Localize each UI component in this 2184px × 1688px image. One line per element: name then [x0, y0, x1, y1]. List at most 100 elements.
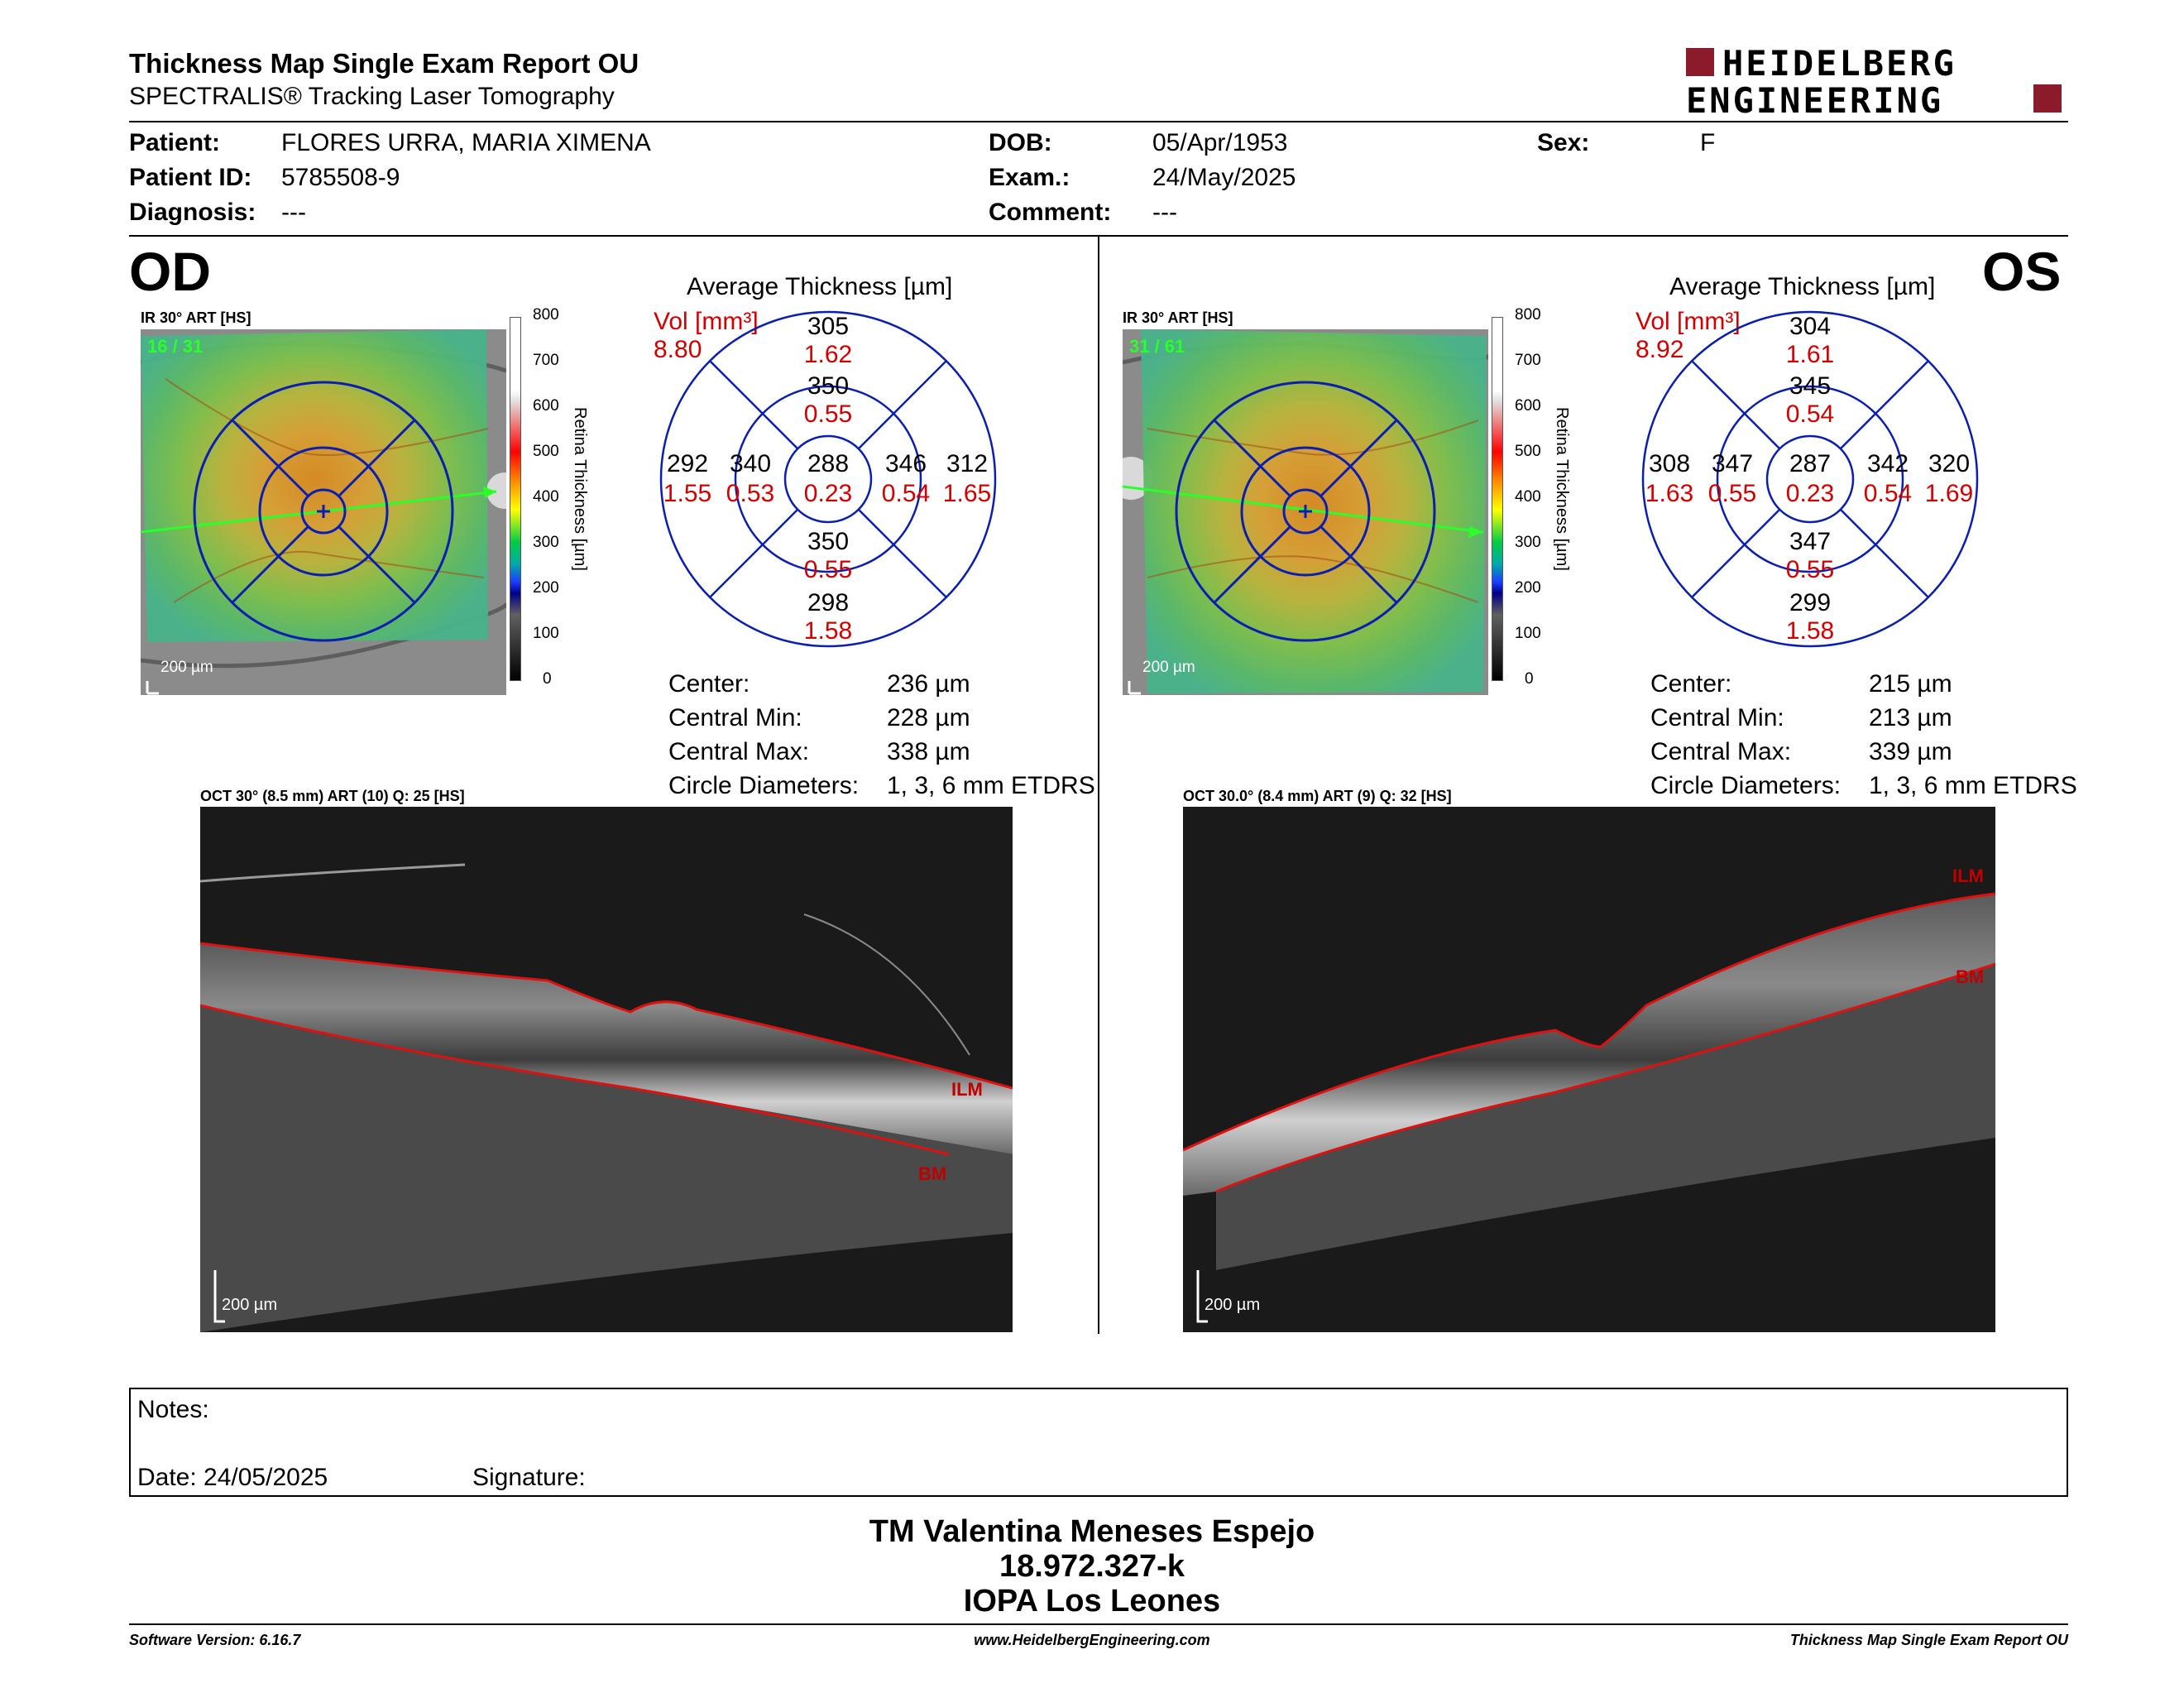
od-center: 288 [807, 450, 850, 477]
od-nas-out: 312 [946, 450, 989, 477]
footer-report: Thickness Map Single Exam Report OU [1789, 1632, 2068, 1648]
od-inf-in: 350 [807, 528, 850, 555]
os-min-value: 213 µm [1869, 704, 1952, 731]
tick-label: 200 [533, 579, 559, 597]
diagnosis-value: --- [281, 199, 306, 226]
vol-label-os: Vol [mm³] [1636, 308, 1741, 335]
dob-label: DOB: [989, 129, 1052, 156]
od-sup-in: 350 [807, 372, 850, 400]
oct-scale-od: 200 µm [222, 1296, 278, 1314]
od-temp-out-vol: 1.55 [663, 480, 712, 507]
fundus-scale-os: 200 µm [1142, 659, 1195, 676]
od-temp-in: 340 [729, 450, 772, 477]
colorbar-os [1492, 317, 1503, 681]
fundus-title-od: IR 30° ART [HS] [141, 309, 251, 327]
os-center: 287 [1789, 450, 1832, 477]
patient-id-label: Patient ID: [129, 164, 252, 191]
od-nas-in: 346 [884, 450, 927, 477]
od-inf-out: 298 [807, 589, 850, 616]
os-center-vol: 0.23 [1785, 480, 1835, 507]
colorbar-ticks-od: 800 700 600 500 400 300 200 100 0 [526, 306, 559, 695]
tick-label: 0 [543, 670, 552, 688]
notes-box[interactable]: Notes: Date: 24/05/2025 Signature: [129, 1388, 2068, 1497]
oct-ilm-label-od: ILM [951, 1079, 983, 1100]
tick-label: 700 [1515, 352, 1541, 369]
od-center-value: 236 µm [887, 670, 970, 698]
oct-label-os: OCT 30.0° (8.4 mm) ART (9) Q: 32 [HS] [1183, 788, 1452, 804]
tick-label: 800 [533, 306, 559, 324]
tick-label: 500 [533, 443, 559, 460]
sex-value: F [1700, 129, 1716, 156]
os-sup-in-vol: 0.54 [1785, 400, 1835, 428]
tick-label: 0 [1525, 670, 1534, 688]
os-max-value: 339 µm [1869, 738, 1952, 765]
od-sup-out-vol: 1.62 [803, 341, 853, 368]
od-sup-in-vol: 0.55 [803, 400, 853, 428]
os-circ-label: Circle Diameters: [1650, 772, 1842, 799]
od-inf-in-vol: 0.55 [803, 556, 853, 583]
os-temp-out-vol: 1.63 [1645, 480, 1694, 507]
os-center-label: Center: [1650, 670, 1732, 698]
etdrs-grid-od [659, 309, 998, 649]
tick-label: 500 [1515, 443, 1541, 460]
report-title: Thickness Map Single Exam Report OU [129, 48, 639, 79]
tick-label: 100 [1515, 625, 1541, 642]
brand-line2: ENGINEERING [1686, 80, 1943, 116]
avg-title-os: Average Thickness [µm] [1669, 273, 1936, 300]
brand-line1: HEIDELBERG [1722, 46, 1956, 84]
colorbar-title-os: Retina Thickness [µm] [1553, 407, 1571, 571]
oct-bm-label-od: BM [918, 1163, 947, 1184]
signer-name: TM Valentina Meneses Espejo [869, 1514, 1315, 1549]
colorbar-title-od: Retina Thickness [µm] [571, 407, 589, 571]
os-nas-in-vol: 0.54 [1863, 480, 1913, 507]
footer-website[interactable]: www.HeidelbergEngineering.com [974, 1632, 1210, 1648]
od-circ-label: Circle Diameters: [668, 772, 860, 799]
od-nas-out-vol: 1.65 [942, 480, 992, 507]
signature-label: Signature: [472, 1464, 586, 1491]
tick-label: 300 [533, 534, 559, 551]
os-nas-out: 320 [1928, 450, 1971, 477]
oct-scan-od [200, 807, 1013, 1332]
patient-label: Patient: [129, 129, 221, 156]
od-nas-in-vol: 0.54 [881, 480, 931, 507]
signer-institution: IOPA Los Leones [963, 1584, 1221, 1618]
oct-bm-label-os: BM [1956, 966, 1985, 987]
os-inf-in-vol: 0.55 [1785, 556, 1835, 583]
fundus-counter-od: 16 / 31 [147, 336, 204, 357]
exam-value: 24/May/2025 [1152, 164, 1296, 191]
oct-scan-os [1183, 807, 1995, 1332]
diagnosis-label: Diagnosis: [129, 199, 256, 226]
os-sup-in: 345 [1789, 372, 1832, 400]
od-temp-out: 292 [666, 450, 709, 477]
fundus-image-od [141, 329, 506, 695]
od-sup-out: 305 [807, 313, 850, 340]
os-sup-out: 304 [1789, 313, 1832, 340]
patient-id: 5785508-9 [281, 164, 400, 191]
tick-label: 600 [1515, 397, 1541, 415]
od-max-value: 338 µm [887, 738, 970, 765]
od-max-label: Central Max: [668, 738, 810, 765]
oct-scale-os: 200 µm [1205, 1296, 1261, 1314]
vol-value-od: 8.80 [654, 336, 702, 363]
sex-label: Sex: [1537, 129, 1590, 156]
os-temp-out: 308 [1648, 450, 1691, 477]
tick-label: 300 [1515, 534, 1541, 551]
etdrs-grid-os [1640, 309, 1980, 649]
oct-ilm-label-os: ILM [1952, 866, 1984, 886]
patient-name: FLORES URRA, MARIA XIMENA [281, 129, 651, 156]
comment-value: --- [1152, 199, 1177, 226]
os-max-label: Central Max: [1650, 738, 1792, 765]
colorbar-od [510, 317, 521, 681]
tick-label: 400 [1515, 488, 1541, 506]
colorbar-ticks-os: 800 700 600 500 400 300 200 100 0 [1508, 306, 1541, 695]
os-inf-in: 347 [1789, 528, 1832, 555]
signer-rut: 18.972.327-k [999, 1549, 1185, 1584]
os-nas-out-vol: 1.69 [1924, 480, 1974, 507]
od-center-vol: 0.23 [803, 480, 853, 507]
footer-software: Software Version: 6.16.7 [129, 1632, 301, 1648]
os-center-value: 215 µm [1869, 670, 1952, 698]
fundus-scale-od: 200 µm [160, 659, 213, 676]
notes-label: Notes: [137, 1396, 209, 1423]
vol-label-od: Vol [mm³] [654, 308, 759, 335]
fundus-image-os [1123, 329, 1488, 695]
